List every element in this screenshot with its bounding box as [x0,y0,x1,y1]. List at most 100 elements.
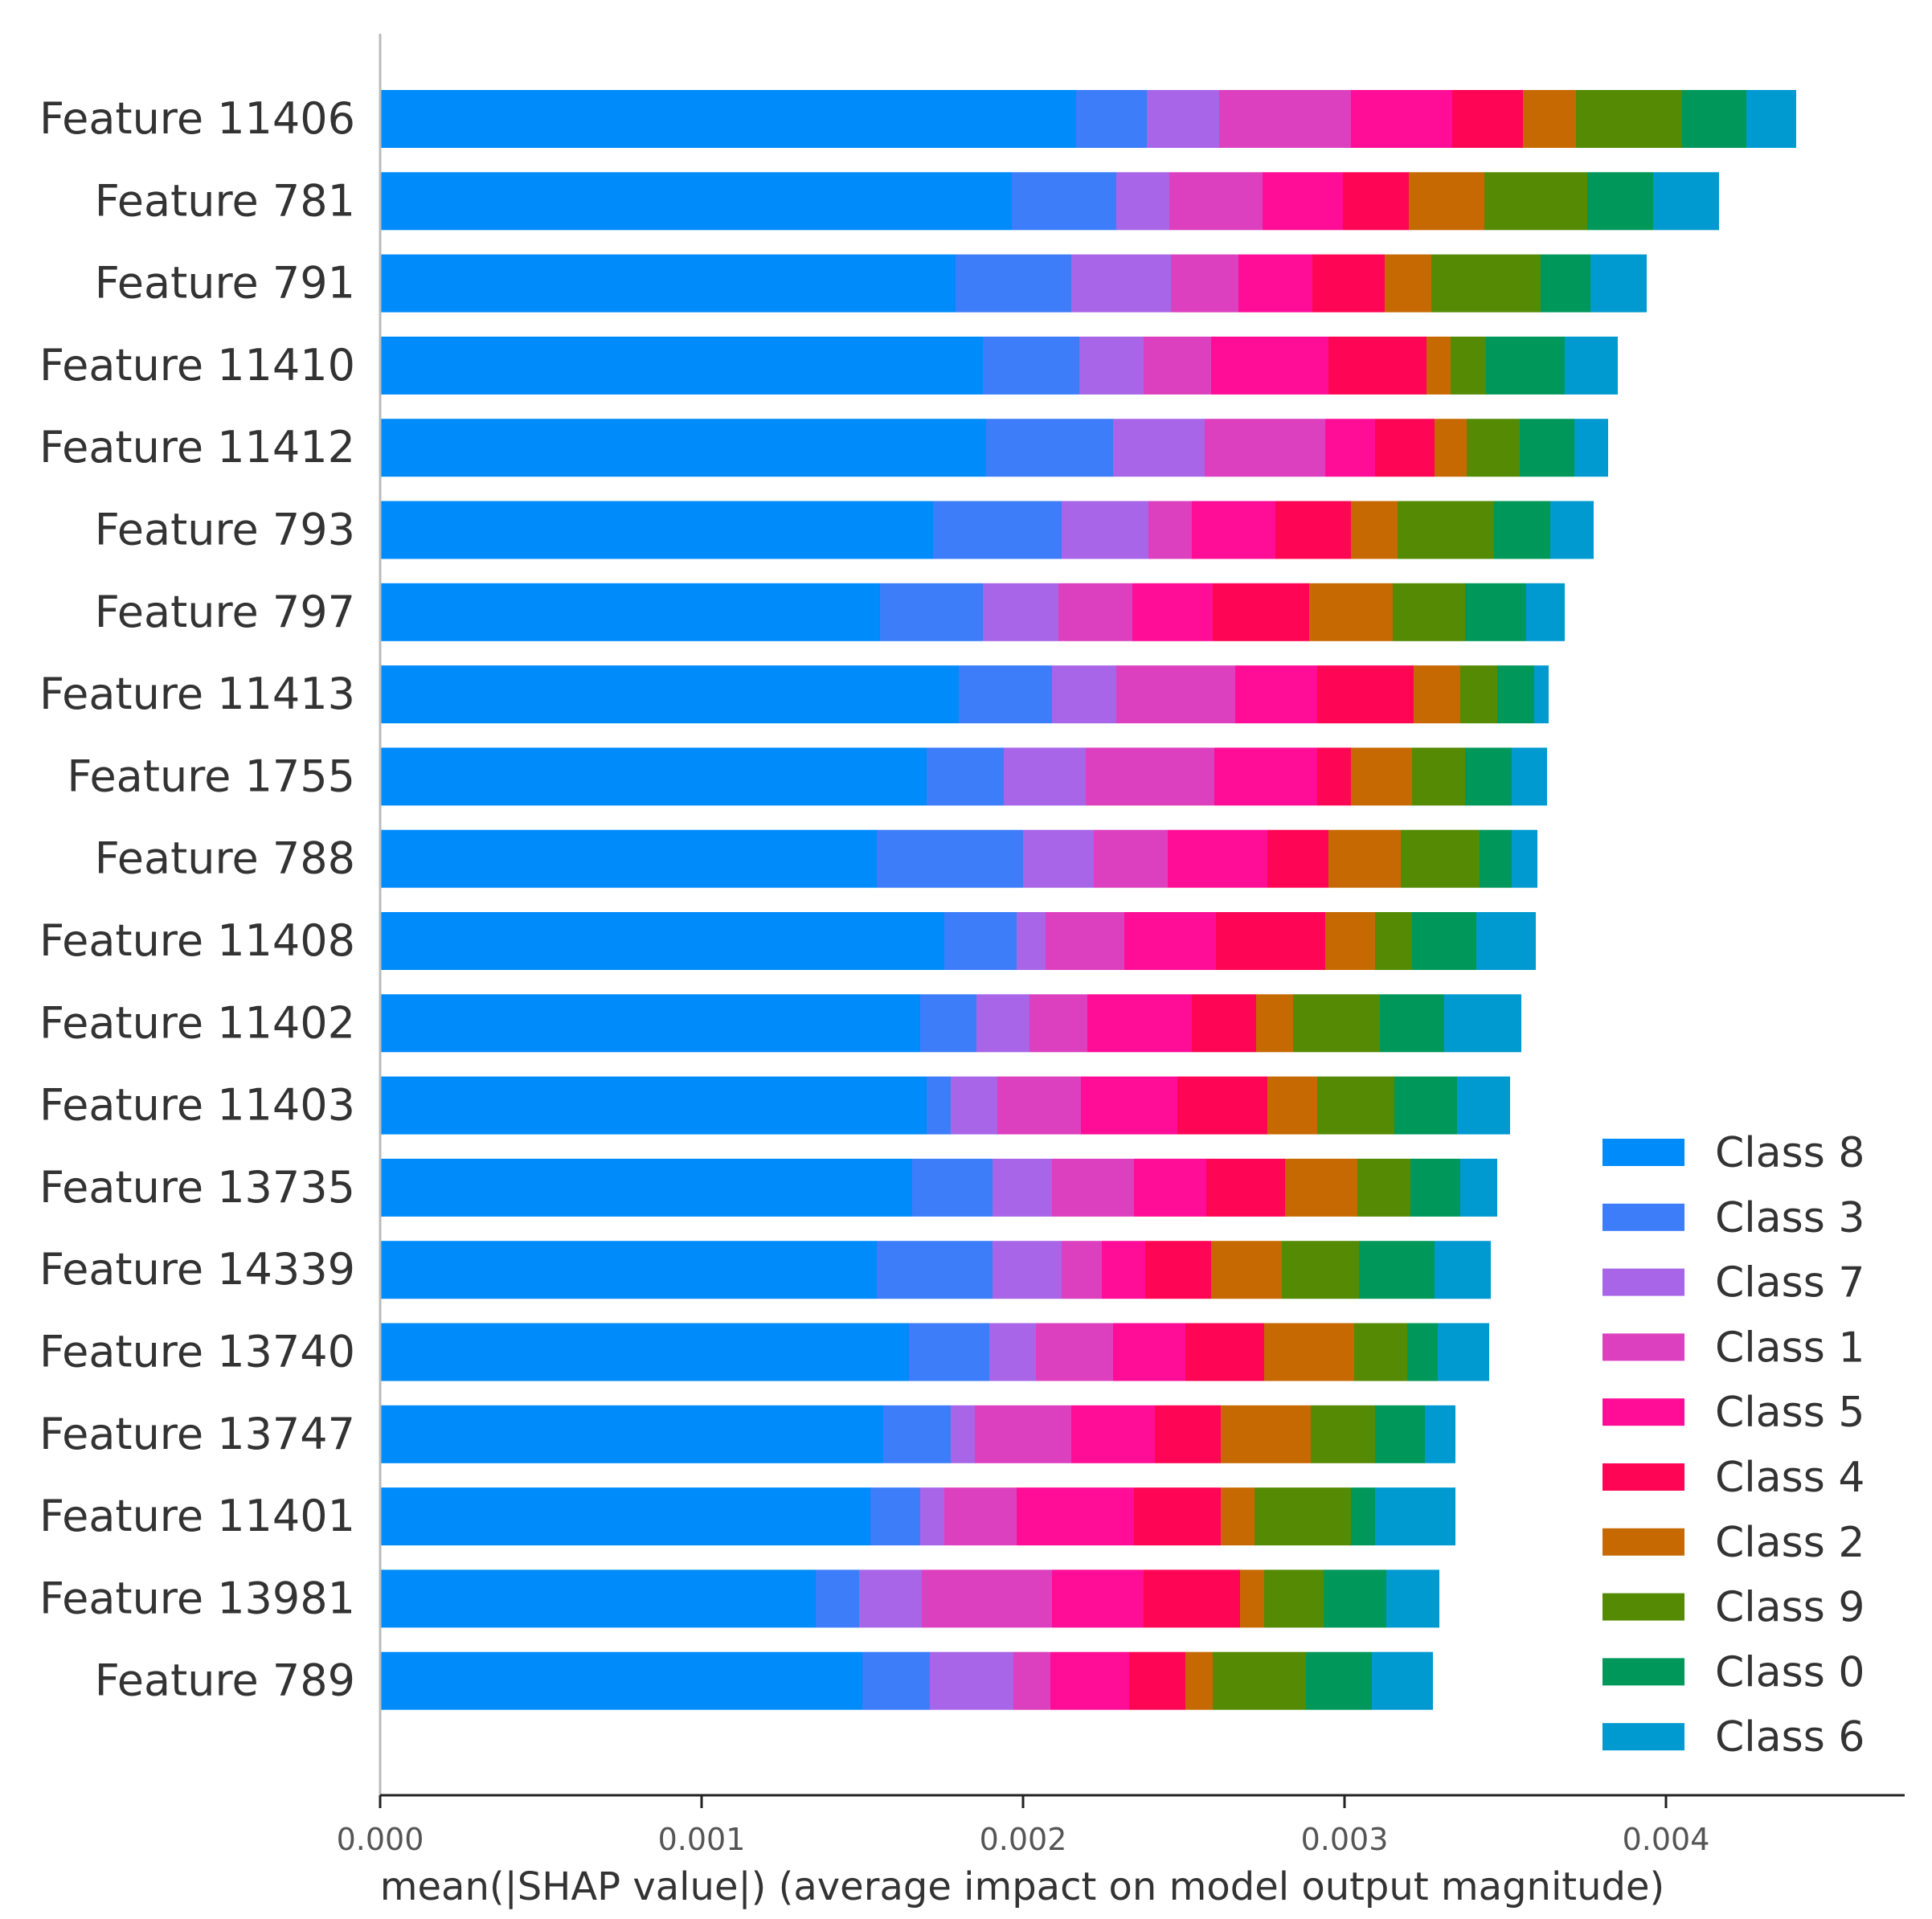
bar-feature-13981-class-7 [859,1569,922,1628]
bar-feature-781-class-3 [1012,172,1116,231]
bar-feature-13740-class-4 [1185,1323,1264,1381]
bar-feature-13747-class-2 [1221,1405,1311,1463]
bar-feature-11401-class-0 [1351,1487,1375,1546]
bar-feature-1755-class-9 [1412,747,1465,806]
bar-feature-11412-class-1 [1205,419,1325,477]
bar-feature-11410-class-1 [1144,336,1211,395]
bar-feature-788-class-7 [1023,829,1094,888]
x-tick-label-4: 0.004 [1623,1822,1710,1857]
bar-feature-797-class-5 [1132,583,1213,641]
feature-label-feature-14339: Feature 14339 [39,1244,355,1295]
bar-feature-793-class-5 [1192,501,1275,559]
bar-feature-13735-class-7 [993,1158,1052,1217]
bar-feature-789-class-7 [930,1651,1013,1710]
bar-feature-797-class-8 [380,583,880,641]
bar-feature-13740-class-2 [1264,1323,1354,1381]
legend-swatch-class-3 [1602,1203,1684,1231]
feature-label-feature-13747: Feature 13747 [39,1409,355,1459]
bar-feature-788-class-4 [1267,829,1328,888]
bar-feature-13747-class-8 [380,1405,883,1463]
bar-feature-11412-class-6 [1574,419,1608,477]
bar-feature-793-class-4 [1275,501,1351,559]
bar-feature-11402-class-2 [1256,994,1293,1053]
bar-feature-11403-class-6 [1457,1076,1510,1135]
bar-feature-13747-class-9 [1311,1405,1375,1463]
bar-feature-11406-class-7 [1147,90,1219,148]
bar-feature-791-class-2 [1385,254,1431,313]
bar-feature-11402-class-9 [1293,994,1380,1053]
bar-feature-789-class-0 [1306,1651,1372,1710]
bar-feature-11402-class-5 [1087,994,1192,1053]
bar-feature-11410-class-6 [1565,336,1618,395]
bar-feature-11413-class-5 [1235,665,1317,724]
bar-feature-1755-class-3 [927,747,1004,806]
bar-feature-781-class-2 [1409,172,1484,231]
feature-label-feature-13740: Feature 13740 [39,1327,355,1377]
bar-feature-797-class-1 [1058,583,1132,641]
bar-feature-793-class-2 [1351,501,1398,559]
bar-feature-13740-class-9 [1354,1323,1407,1381]
bar-feature-13735-class-9 [1357,1158,1410,1217]
bar-feature-11403-class-4 [1177,1076,1267,1135]
bar-feature-11412-class-2 [1435,419,1467,477]
bar-feature-788-class-6 [1512,829,1537,888]
legend-swatch-class-9 [1602,1593,1684,1621]
bar-feature-13981-class-2 [1240,1569,1264,1628]
bar-feature-14339-class-0 [1359,1241,1435,1299]
bar-feature-793-class-9 [1398,501,1494,559]
bar-feature-13740-class-7 [989,1323,1036,1381]
bar-feature-11408-class-7 [1017,912,1046,970]
bar-feature-791-class-4 [1312,254,1385,313]
bar-feature-1755-class-2 [1351,747,1412,806]
bar-feature-793-class-0 [1494,501,1550,559]
bar-feature-11412-class-8 [380,419,986,477]
bar-feature-11406-class-2 [1523,90,1576,148]
bar-feature-11413-class-4 [1317,665,1414,724]
bar-feature-797-class-6 [1526,583,1565,641]
legend-label-class-5: Class 5 [1715,1389,1864,1437]
bar-feature-13740-class-5 [1113,1323,1185,1381]
bar-feature-11412-class-7 [1113,419,1205,477]
bar-feature-13735-class-6 [1460,1158,1497,1217]
bar-feature-11413-class-3 [959,665,1052,724]
bar-feature-11401-class-1 [944,1487,1017,1546]
x-tick-label-0: 0.000 [337,1822,424,1857]
x-tick-label-3: 0.003 [1301,1822,1389,1857]
bar-feature-781-class-1 [1169,172,1263,231]
bar-feature-781-class-4 [1343,172,1409,231]
legend-label-class-2: Class 2 [1715,1519,1864,1567]
bar-feature-14339-class-1 [1062,1241,1102,1299]
bar-feature-791-class-8 [380,254,956,313]
bar-feature-11401-class-2 [1221,1487,1255,1546]
bar-feature-788-class-3 [877,829,1023,888]
bar-feature-11401-class-4 [1134,1487,1221,1546]
feature-label-feature-13981: Feature 13981 [39,1573,355,1623]
bar-feature-11408-class-1 [1046,912,1124,970]
bar-feature-13740-class-0 [1407,1323,1438,1381]
bar-feature-13735-class-4 [1206,1158,1285,1217]
bar-feature-793-class-8 [380,501,933,559]
legend-swatch-class-8 [1602,1139,1684,1166]
bar-feature-13747-class-1 [975,1405,1071,1463]
legend-swatch-class-2 [1602,1528,1684,1556]
legend-swatch-class-6 [1602,1723,1684,1751]
bar-feature-791-class-5 [1238,254,1312,313]
bar-feature-11408-class-9 [1375,912,1412,970]
x-axis: 0.000 0.001 0.002 0.003 0.004 mean(|SHAP valu… [337,34,1905,1909]
bar-feature-13740-class-1 [1036,1323,1113,1381]
legend-label-class-3: Class 3 [1715,1194,1864,1242]
feature-label-feature-11413: Feature 11413 [39,669,355,719]
bar-feature-13747-class-3 [883,1405,951,1463]
bar-feature-1755-class-5 [1214,747,1317,806]
bar-feature-11402-class-8 [380,994,920,1053]
bar-feature-13981-class-6 [1386,1569,1439,1628]
legend-label-class-0: Class 0 [1715,1648,1864,1696]
bar-feature-789-class-2 [1185,1651,1213,1710]
bar-feature-791-class-0 [1541,254,1590,313]
bar-feature-781-class-9 [1484,172,1587,231]
bar-feature-788-class-0 [1480,829,1512,888]
bar-feature-789-class-5 [1050,1651,1129,1710]
bar-feature-797-class-4 [1213,583,1309,641]
bar-feature-11406-class-6 [1746,90,1796,148]
